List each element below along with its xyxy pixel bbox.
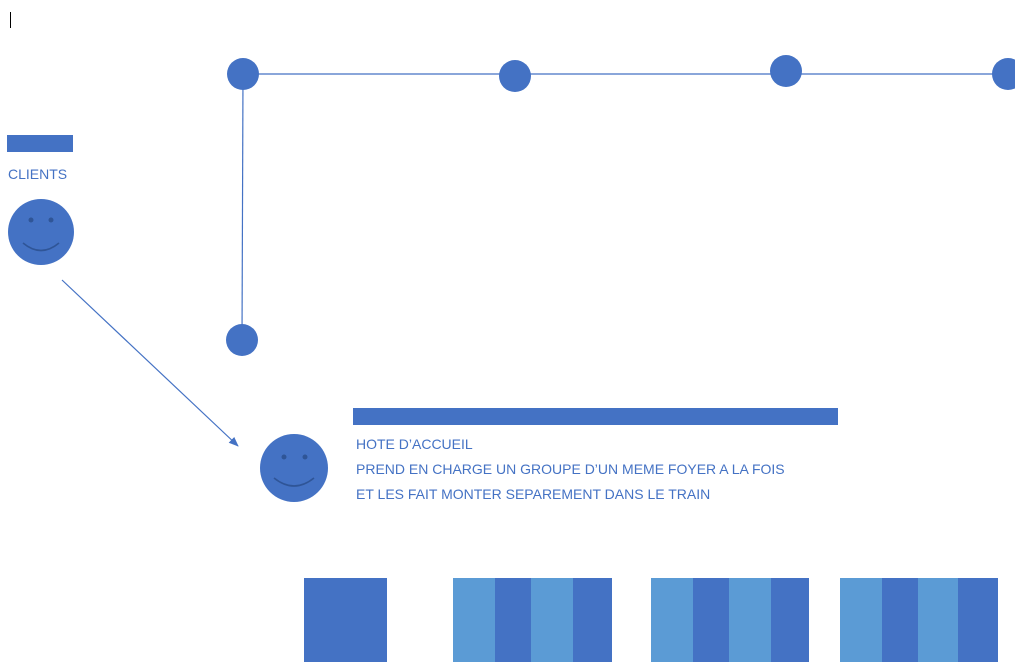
track-node [499, 60, 531, 92]
clients-header-bar [7, 135, 73, 152]
train-car-2 [453, 578, 612, 662]
text-cursor [10, 12, 11, 28]
track-node [770, 55, 802, 87]
track-node [992, 58, 1015, 90]
host-description-line-1: PREND EN CHARGE UN GROUPE D’UN MEME FOYE… [356, 461, 785, 477]
train-car-1 [304, 578, 387, 662]
smiley-face-icon [260, 434, 328, 502]
clients-label: CLIENTS [8, 166, 68, 182]
flow-arrow [61, 279, 239, 447]
track-node [226, 324, 258, 356]
track-line-vertical [241, 73, 244, 341]
host-title: HOTE D’ACCUEIL [356, 436, 473, 452]
train-car-3 [651, 578, 809, 662]
train [304, 578, 998, 662]
track-node [227, 58, 259, 90]
host-header-bar [353, 408, 838, 425]
train-car-4 [840, 578, 998, 662]
host-description-line-2: ET LES FAIT MONTER SEPAREMENT DANS LE TR… [356, 486, 711, 502]
smiley-face-icon [8, 199, 74, 265]
